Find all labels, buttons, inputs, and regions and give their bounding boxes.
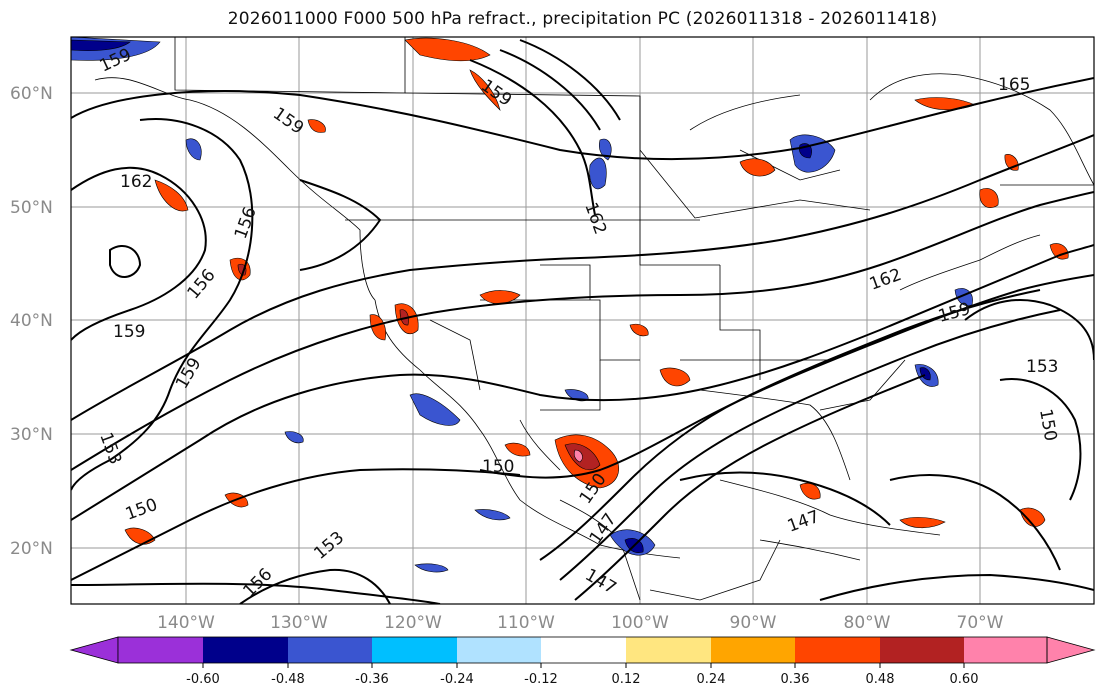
- lon-label-110: 110°W: [497, 613, 555, 633]
- contour-label: 159: [113, 322, 145, 342]
- lon-label-90: 90°W: [730, 613, 777, 633]
- map-border: [70, 36, 1095, 605]
- longitude-labels: 140°W 130°W 120°W 110°W 100°W 90°W 80°W …: [157, 613, 1004, 633]
- colorbar-swatch: [964, 637, 1047, 663]
- colorbar-swatch: [541, 637, 626, 663]
- refractivity-contours: [71, 39, 1094, 604]
- colorbar-tick-label: -0.48: [271, 672, 305, 687]
- lat-label-40: 40°N: [10, 311, 53, 331]
- colorbar-tick-label: -0.60: [186, 672, 220, 687]
- contour-label: 153: [1026, 357, 1058, 377]
- contour-label: 162: [120, 172, 152, 192]
- lat-label-50: 50°N: [10, 198, 53, 218]
- contour-label: 165: [998, 75, 1030, 95]
- colorbar-tick-label: 0.24: [697, 672, 726, 687]
- colorbar-outline: [117, 636, 1048, 664]
- contour-label: 150: [482, 457, 514, 477]
- map-title: 2026011000 F000 500 hPa refract., precip…: [227, 9, 938, 29]
- lon-label-70: 70°W: [957, 613, 1004, 633]
- colorbar: -0.60 -0.48 -0.36 -0.24 -0.12 0.12 0.24 …: [69, 636, 1096, 687]
- colorbar-tick-label: -0.36: [355, 672, 389, 687]
- lon-label-100: 100°W: [611, 613, 669, 633]
- colorbar-swatch: [372, 637, 457, 663]
- lon-label-80: 80°W: [844, 613, 891, 633]
- lon-label-130: 130°W: [270, 613, 328, 633]
- colorbar-min-extend: [69, 636, 119, 664]
- lat-label-60: 60°N: [10, 84, 53, 104]
- colorbar-swatch: [118, 637, 203, 663]
- colorbar-tick-label: 0.12: [612, 672, 641, 687]
- latitude-labels: 60°N 50°N 40°N 30°N 20°N: [10, 84, 53, 559]
- colorbar-tick-label: 0.60: [950, 672, 979, 687]
- colorbar-tick-label: 0.36: [781, 672, 810, 687]
- lon-label-140: 140°W: [157, 613, 215, 633]
- lat-label-30: 30°N: [10, 425, 53, 445]
- colorbar-tick-label: 0.48: [866, 672, 895, 687]
- colorbar-swatch: [203, 637, 288, 663]
- colorbar-swatch: [880, 637, 964, 663]
- colorbar-swatch: [457, 637, 541, 663]
- colorbar-swatch: [711, 637, 795, 663]
- lat-label-20: 20°N: [10, 539, 53, 559]
- colorbar-tick-label: -0.12: [524, 672, 558, 687]
- colorbar-swatch: [626, 637, 711, 663]
- colorbar-swatch: [795, 637, 880, 663]
- lon-label-120: 120°W: [384, 613, 442, 633]
- colorbar-max-extend: [1046, 636, 1096, 664]
- colorbar-tick-label: -0.24: [440, 672, 474, 687]
- colorbar-swatch: [288, 637, 372, 663]
